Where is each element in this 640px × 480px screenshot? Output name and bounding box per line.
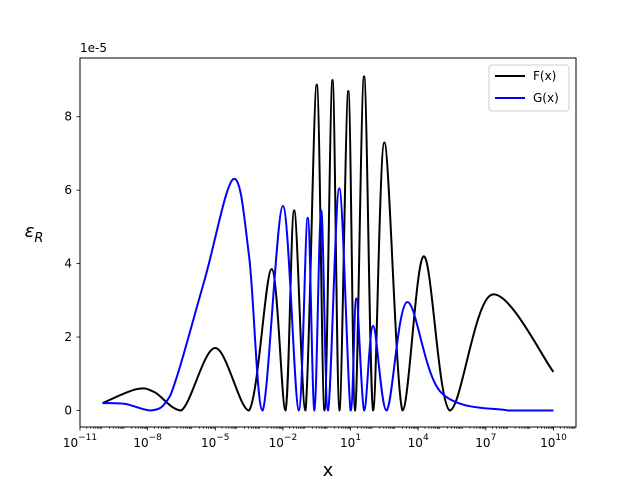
x-tick-label-base: 10	[269, 436, 284, 450]
x-tick-label: 10−5	[201, 433, 230, 450]
x-tick-label-base: 10	[63, 436, 78, 450]
y-tick-label: 4	[64, 257, 72, 271]
x-tick-label: 1010	[540, 433, 567, 450]
y-axis-label-sub: R	[34, 231, 43, 246]
y-tick-label: 8	[64, 110, 72, 124]
x-tick-label: 10−11	[63, 433, 97, 450]
x-tick-label-base: 10	[540, 436, 555, 450]
x-tick-label: 101	[340, 433, 361, 450]
legend: F(x) G(x)	[488, 64, 570, 112]
x-tick-label-base: 10	[408, 436, 423, 450]
y-tick-label: 2	[64, 330, 72, 344]
x-tick-label-exponent: −5	[216, 433, 229, 443]
legend-label-g: G(x)	[533, 91, 559, 105]
x-tick-label: 10−2	[269, 433, 298, 450]
x-tick-label-base: 10	[201, 436, 216, 450]
x-tick-label-exponent: 4	[423, 433, 429, 443]
legend-label-f: F(x)	[533, 69, 556, 83]
y-axis-ticks: 0 2 4 6 8	[64, 110, 80, 417]
x-tick-label-exponent: 10	[555, 433, 567, 443]
x-tick-label-exponent: −2	[284, 433, 297, 443]
x-tick-label-exponent: −11	[78, 433, 97, 443]
x-tick-label-base: 10	[340, 436, 355, 450]
x-tick-label-exponent: −8	[149, 433, 163, 443]
x-tick-label-exponent: 7	[491, 433, 497, 443]
x-axis-label: x	[323, 460, 334, 480]
series-layer	[102, 75, 555, 412]
y-tick-label: 6	[64, 183, 72, 197]
y-axis-label: εR	[25, 221, 44, 246]
series-line-g	[102, 178, 554, 412]
x-tick-label: 104	[408, 433, 429, 450]
x-tick-label-exponent: 1	[355, 433, 361, 443]
y-tick-label: 0	[64, 403, 72, 417]
x-axis-ticks: 10−11 10−8 10−5 10−2 101 104 107 1010	[63, 427, 576, 450]
x-tick-label: 10−8	[133, 433, 162, 450]
x-tick-label: 107	[475, 433, 496, 450]
plot-frame	[79, 57, 577, 428]
y-axis-label-main: ε	[25, 221, 35, 242]
y-offset-label: 1e-5	[80, 41, 107, 55]
x-tick-label-base: 10	[475, 436, 490, 450]
x-tick-label-base: 10	[133, 436, 148, 450]
